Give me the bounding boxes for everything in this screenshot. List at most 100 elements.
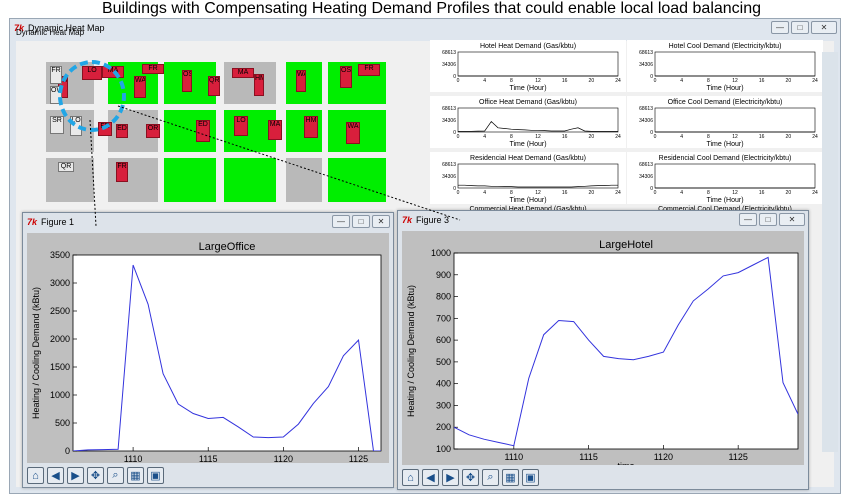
building-tile[interactable]: MA [268,120,282,140]
building-tile[interactable]: HM [304,116,318,138]
zoom-button[interactable]: ⌕ [107,467,124,484]
x-tick-label: 1110 [504,452,523,462]
y-tick-label: 900 [436,270,451,280]
building-tile[interactable]: FR [50,66,62,84]
small-chart-ytick: 34306 [639,62,653,68]
figure-3-canvas[interactable]: LargeHotel 100 200 300 400 500 600 700 800 900 100… [402,231,804,471]
small-chart-xtick: 0 [457,190,460,196]
chart-title: LargeOffice [199,241,256,253]
figure-1-titlebar[interactable]: 7k Figure 1 [23,213,393,231]
minimize-button[interactable]: — [332,215,350,228]
pan-button[interactable]: ✥ [462,469,479,486]
building-tile[interactable]: ED [116,124,128,138]
small-chart-xtick: 16 [562,78,568,84]
subplots-button[interactable]: ▦ [502,469,519,486]
small-chart-xtick: 20 [589,190,595,196]
figure-1-canvas[interactable]: LargeOffice 0 500 1000 1500 2000 2500 3000 3500 1… [27,233,389,473]
pan-icon: ✥ [90,470,101,482]
zoom-icon: ⌕ [112,469,119,481]
forward-arrow-button[interactable]: ▶ [67,467,84,484]
small-chart-title: Residencial Cool Demand (Electricity/kbt… [659,155,792,162]
tk-logo-icon: 7k [14,23,25,33]
subplots-button[interactable]: ▦ [127,467,144,484]
y-tick-label: 600 [436,335,451,345]
save-icon: ▣ [525,472,536,484]
close-button[interactable]: ✕ [372,215,390,228]
pan-button[interactable]: ✥ [87,467,104,484]
small-demand-chart[interactable]: Residencial Heat Demand (Gas/kbtu) 68613 3… [430,152,626,204]
small-chart-title: Hotel Cool Demand (Electricity/kbtu) [669,43,782,50]
small-chart-xtick: 24 [615,78,621,84]
building-tile[interactable]: MA [232,68,254,78]
figure-3-window: 7k Figure 3 — □ ✕ LargeHotel 100 200 300 400… [397,210,809,490]
small-chart-xtick: 20 [786,190,792,196]
small-demand-chart[interactable]: Office Heat Demand (Gas/kbtu) 68613 34306 0… [430,96,626,148]
small-chart-axes [654,107,816,133]
scrollbar-strip[interactable] [822,52,838,452]
home-icon: ⌂ [32,469,39,482]
x-tick-label: 1110 [124,454,143,463]
building-tile[interactable]: OS [182,70,192,92]
small-chart-xtick: 8 [510,78,513,84]
building-tile[interactable]: WA [134,76,146,98]
small-demand-chart[interactable]: Hotel Heat Demand (Gas/kbtu) 68613 34306 0 0… [430,40,626,92]
small-demand-chart[interactable]: Office Cool Demand (Electricity/kbtu) 686… [627,96,823,148]
home-button[interactable]: ⌂ [402,469,419,486]
small-chart-xlabel: Time (Hour) [509,85,546,92]
small-chart-xtick: 20 [589,78,595,84]
heat-map-titlebar[interactable]: 7k Dynamic Heat Map [10,19,840,37]
small-chart-title: Office Heat Demand (Gas/kbtu) [479,99,577,106]
building-tile[interactable]: HM [254,74,264,96]
building-tile[interactable]: QR [208,76,220,96]
zoom-icon: ⌕ [487,471,494,483]
small-chart-xtick: 24 [615,134,621,140]
small-demand-chart[interactable]: Residencial Cool Demand (Electricity/kbt… [627,152,823,204]
close-button[interactable]: ✕ [779,213,805,226]
maximize-button[interactable]: □ [352,215,370,228]
building-tile[interactable]: LO [234,116,248,136]
x-tick-label: 1125 [728,452,747,462]
building-tile[interactable]: FR [116,162,128,182]
minimize-button[interactable]: — [739,213,757,226]
x-tick-label: 1120 [274,454,293,463]
tk-logo-icon: 7k [27,217,38,227]
forward-arrow-icon: ▶ [446,472,455,484]
small-chart-axes [654,163,816,189]
small-chart-xtick: 12 [535,134,541,140]
small-chart-ytick: 34306 [442,174,456,180]
back-arrow-button[interactable]: ◀ [47,467,64,484]
maximize-button[interactable]: □ [791,21,809,34]
building-tile[interactable]: FR [358,64,380,76]
small-chart-xtick: 0 [654,134,657,140]
building-tile[interactable]: WA [296,70,306,92]
building-tile[interactable]: ED [196,120,210,142]
back-arrow-button[interactable]: ◀ [422,469,439,486]
small-chart-xtick: 8 [510,190,513,196]
maximize-button[interactable]: □ [759,213,777,226]
small-chart-xlabel: Time (Hour) [706,197,743,204]
tk-logo-icon: 7k [402,215,413,225]
close-button[interactable]: ✕ [811,21,837,34]
small-chart-xtick: 12 [732,78,738,84]
building-tile[interactable]: OS [340,66,352,88]
small-chart-xtick: 0 [654,78,657,84]
building-tile[interactable]: OR [146,124,160,138]
building-tile[interactable]: FR [142,64,164,74]
building-tile[interactable]: SR [50,116,64,134]
small-demand-chart[interactable]: Hotel Cool Demand (Electricity/kbtu) 6861… [627,40,823,92]
building-tile[interactable]: QR [58,162,74,172]
minimize-button[interactable]: — [771,21,789,34]
small-chart-xtick: 4 [483,78,486,84]
small-chart-title: Office Cool Demand (Electricity/kbtu) [668,99,783,106]
forward-arrow-button[interactable]: ▶ [442,469,459,486]
home-button[interactable]: ⌂ [27,467,44,484]
small-chart-ytick: 68613 [639,162,653,168]
save-button[interactable]: ▣ [522,469,539,486]
y-tick-label: 3000 [50,278,70,288]
small-chart-ytick: 34306 [639,118,653,124]
home-icon: ⌂ [407,471,414,484]
zoom-button[interactable]: ⌕ [482,469,499,486]
building-tile[interactable]: WA [346,122,360,144]
figure-1-toolbar: ⌂ ◀ ▶ ✥ ⌕ ▦ ▣ [27,467,164,484]
save-button[interactable]: ▣ [147,467,164,484]
